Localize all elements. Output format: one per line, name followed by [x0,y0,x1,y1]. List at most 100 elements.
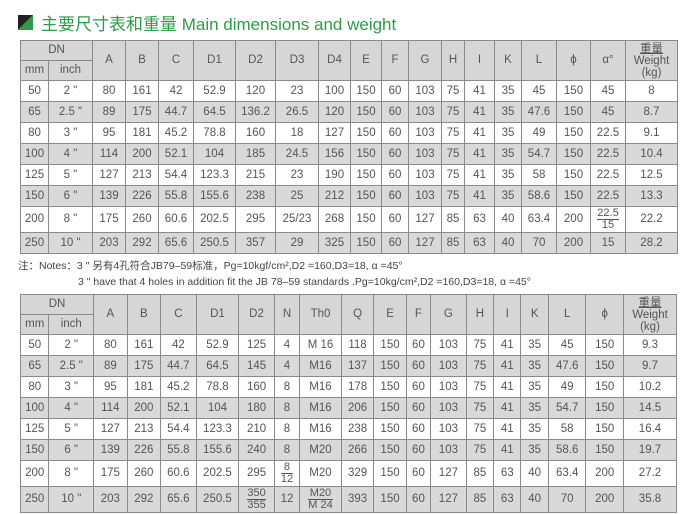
table-cell: 150 [350,80,382,102]
table-cell: 137 [340,355,375,377]
table-cell: 41 [493,439,522,461]
table-cell: 65.6 [160,486,197,513]
table-cell: 3 " [48,376,95,398]
table-cell: 41 [464,122,495,144]
section-title: 主要尺寸表和重量 Main dimensions and weight [18,10,396,35]
table-cell: 250 [20,232,49,254]
table-cell: 41 [493,355,522,377]
header-col: C [158,40,194,81]
table-cell: 114 [93,397,128,419]
table-cell: 150 [585,376,624,398]
table-cell: 123.3 [193,164,236,186]
table-cell: 35 [494,122,522,144]
table-cell: 75 [441,143,465,165]
table-cell: 80 [92,80,126,102]
table-row: 200 8 " 175 260 60.6 202.5 295 25/23 268 150 60 127… [20,206,678,233]
table-cell: 12 [273,486,301,513]
table-cell: 295 [235,206,276,233]
table-cell: 35 [520,334,549,356]
table-cell: 26.5 [275,101,319,123]
table-cell: 329 [340,460,375,487]
table-cell: 150 [350,164,382,186]
table-cell: 14.5 [623,397,677,419]
table-cell: 203 [92,232,126,254]
table-cell: M16 [299,397,342,419]
note-line-2: 3 " have that 4 holes in addition fit th… [78,276,531,288]
header-col: I [464,40,495,81]
table-cell: 161 [126,334,162,356]
table-cell: 127 [430,486,467,513]
header-col: H [465,294,495,335]
table-cell: 60 [405,486,432,513]
table-cell: 295 [238,460,275,487]
header-inch: inch [48,314,95,335]
table-cell: 150 [373,397,407,419]
stacked-part: 8 [280,461,294,474]
header-weight: 重量 Weight (kg) [625,40,678,81]
table-cell: 150 [19,439,50,461]
table-row: 200 8 " 175 260 60.6 202.5 295 8 12 M20 329 150 60 12… [19,460,677,487]
header-col: D1 [195,294,240,335]
table-cell: 103 [430,439,467,461]
table-cell: 215 [235,164,276,186]
table-cell: 238 [235,185,276,207]
table-cell: 156 [318,143,351,165]
table-cell: 41 [464,143,495,165]
table-cell: 25 [275,185,319,207]
stacked-part: M 24 [308,498,333,511]
table-cell: 60 [405,376,432,398]
table-cell: 150 [350,206,382,233]
stacked-part: M20 [308,486,333,500]
table-cell: 150 [585,397,624,419]
table-cell: 75 [465,418,495,440]
table-cell: 65.6 [158,232,194,254]
stacked-part: 15 [601,218,615,231]
table-cell: 40 [520,486,549,513]
table-cell: 60 [381,80,409,102]
table-cell: 65 [20,101,49,123]
table-cell: 178 [340,376,375,398]
table-cell: 104 [195,397,240,419]
table-cell: M20 [299,439,342,461]
table-cell: 6 " [48,185,93,207]
header-weight-unit: (kg) [640,320,660,333]
table-cell: 160 [238,376,275,398]
table-cell: 41 [464,185,495,207]
table-cell: 80 [20,122,49,144]
table-cell: 10 " [48,232,93,254]
table-cell: 23 [275,164,319,186]
table-cell: 206 [340,397,375,419]
table-cell: 2.5 " [48,101,93,123]
table-cell: 10.2 [623,376,677,398]
table-cell: 150 [585,439,624,461]
section-title-text: 主要尺寸表和重量 Main dimensions and weight [41,15,397,34]
table-row: 125 5 " 127 213 54.4 123.3 215 23 190 150 60 103 75 4… [20,164,678,186]
table-cell: 41 [464,101,495,123]
table-cell: 150 [350,143,382,165]
header-col: G [408,40,442,81]
table-cell: 5 " [48,164,93,186]
header-col: ϕ [585,294,624,335]
table-cell: 213 [125,164,159,186]
table-cell: 75 [441,164,465,186]
table-cell: 22.5 [590,122,626,144]
table-cell: 27.2 [623,460,677,487]
header-weight-unit: (kg) [641,66,662,79]
table-cell: 60 [381,122,409,144]
table-cell: 125 [20,164,49,186]
table-cell: 58.6 [521,185,557,207]
table-cell: 2 " [48,334,95,356]
stacked-value: 8 12 [280,461,294,485]
table-cell: 8 [273,376,301,398]
table-cell: 150 [585,334,624,356]
table-cell: M20 [299,460,342,487]
table-cell: 240 [238,439,275,461]
table-row: 100 4 " 114 200 52.1 104 185 24.5 156 150 60 103 75 4… [20,143,678,165]
table-cell: 5 " [48,418,95,440]
table-row: 150 6 " 139 226 55.8 155.6 238 25 212 150 60 103 75 4… [20,185,678,207]
table-cell: 41 [464,80,495,102]
table-cell: 45 [590,101,626,123]
table-cell: 18 [275,122,319,144]
